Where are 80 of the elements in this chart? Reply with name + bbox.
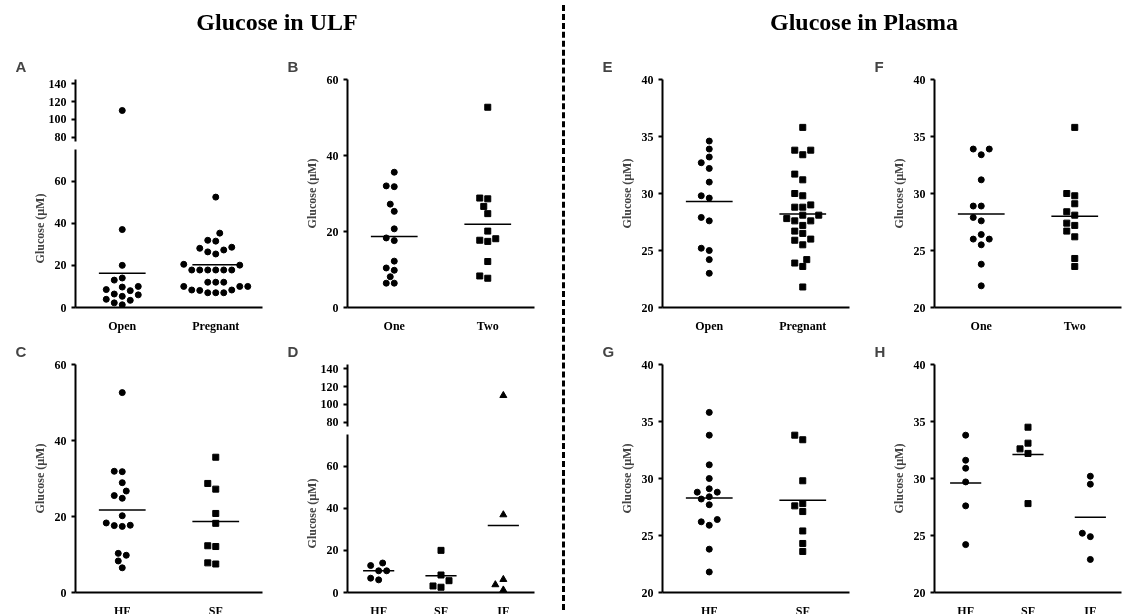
y-tick-label: 40 (641, 72, 654, 87)
y-tick-label: 40 (641, 357, 654, 372)
y-tick-label: 40 (326, 148, 339, 163)
y-tick-label: 80 (326, 415, 339, 430)
x-tick-label: HF (957, 603, 975, 614)
x-tick-label: Pregnant (779, 318, 827, 333)
y-axis-title: Glucose (µM) (32, 443, 47, 514)
y-tick-label: 80 (54, 130, 67, 145)
y-tick-label: 35 (913, 414, 926, 429)
x-tick-label: SF (434, 603, 449, 614)
x-tick-label: Open (108, 318, 137, 333)
y-tick-label: 20 (641, 585, 654, 600)
y-axis-title: Glucose (µM) (32, 193, 47, 264)
y-tick-label: 30 (913, 471, 926, 486)
x-tick-label: SF (1021, 603, 1036, 614)
chart-title: A (15, 57, 27, 75)
chart-title: F (874, 57, 884, 75)
y-tick-label: 20 (641, 300, 654, 315)
y-tick-label: 35 (641, 414, 654, 429)
y-tick-label: 40 (54, 216, 67, 231)
y-tick-label: 60 (54, 174, 67, 189)
y-tick-label: 25 (913, 243, 926, 258)
y-tick-label: 20 (326, 224, 339, 239)
y-tick-label: 60 (54, 357, 67, 372)
y-tick-label: 40 (54, 433, 67, 448)
y-axis-title: Glucose (µM) (304, 158, 319, 229)
y-axis-title: Glucose (µM) (891, 443, 906, 514)
y-axis-title: Glucose (µM) (619, 443, 634, 514)
y-tick-label: 20 (913, 585, 926, 600)
y-tick-label: 30 (641, 186, 654, 201)
y-tick-label: 40 (913, 357, 926, 372)
x-tick-label: IF (1084, 603, 1097, 614)
y-axis-title: Glucose (µM) (619, 158, 634, 229)
y-tick-label: 120 (320, 379, 339, 394)
x-tick-label: One (383, 318, 406, 333)
y-tick-label: 20 (913, 300, 926, 315)
y-tick-label: 60 (326, 72, 339, 87)
chart-subtitle: Glucose in Plasma (769, 8, 958, 37)
x-tick-label: IF (497, 603, 510, 614)
y-tick-label: 0 (60, 300, 67, 315)
x-tick-label: Two (1063, 318, 1086, 333)
y-axis-title: Glucose (µM) (304, 478, 319, 549)
chart-title: B (287, 57, 299, 75)
chart-subtitle: Glucose in ULF (196, 8, 358, 37)
y-tick-label: 25 (641, 243, 654, 258)
x-tick-label: Two (476, 318, 499, 333)
chart-title: G (602, 342, 615, 360)
chart-title: E (602, 57, 613, 75)
y-tick-label: 0 (332, 585, 339, 600)
y-tick-label: 0 (60, 585, 67, 600)
x-tick-label: One (970, 318, 993, 333)
y-tick-label: 25 (641, 528, 654, 543)
y-tick-label: 140 (320, 361, 339, 376)
y-tick-label: 35 (641, 129, 654, 144)
y-tick-label: 20 (54, 258, 67, 273)
chart-title: C (15, 342, 27, 360)
y-tick-label: 25 (913, 528, 926, 543)
chart-title: D (287, 342, 299, 360)
y-tick-label: 35 (913, 129, 926, 144)
y-tick-label: 100 (320, 397, 339, 412)
y-tick-label: 20 (326, 543, 339, 558)
x-tick-label: Open (695, 318, 724, 333)
y-tick-label: 140 (48, 76, 67, 91)
y-tick-label: 100 (48, 112, 67, 127)
x-tick-label: HF (700, 603, 718, 614)
y-tick-label: 40 (326, 501, 339, 516)
y-tick-label: 120 (48, 94, 67, 109)
x-tick-label: HF (113, 603, 131, 614)
y-tick-label: 0 (332, 300, 339, 315)
y-tick-label: 20 (54, 509, 67, 524)
y-tick-label: 30 (913, 186, 926, 201)
x-tick-label: HF (370, 603, 388, 614)
y-tick-label: 60 (326, 459, 339, 474)
y-tick-label: 40 (913, 72, 926, 87)
y-tick-label: 30 (641, 471, 654, 486)
x-tick-label: SF (795, 603, 810, 614)
x-tick-label: SF (208, 603, 223, 614)
x-tick-label: Pregnant (192, 318, 240, 333)
y-axis-title: Glucose (µM) (891, 158, 906, 229)
chart-title: H (874, 342, 886, 360)
